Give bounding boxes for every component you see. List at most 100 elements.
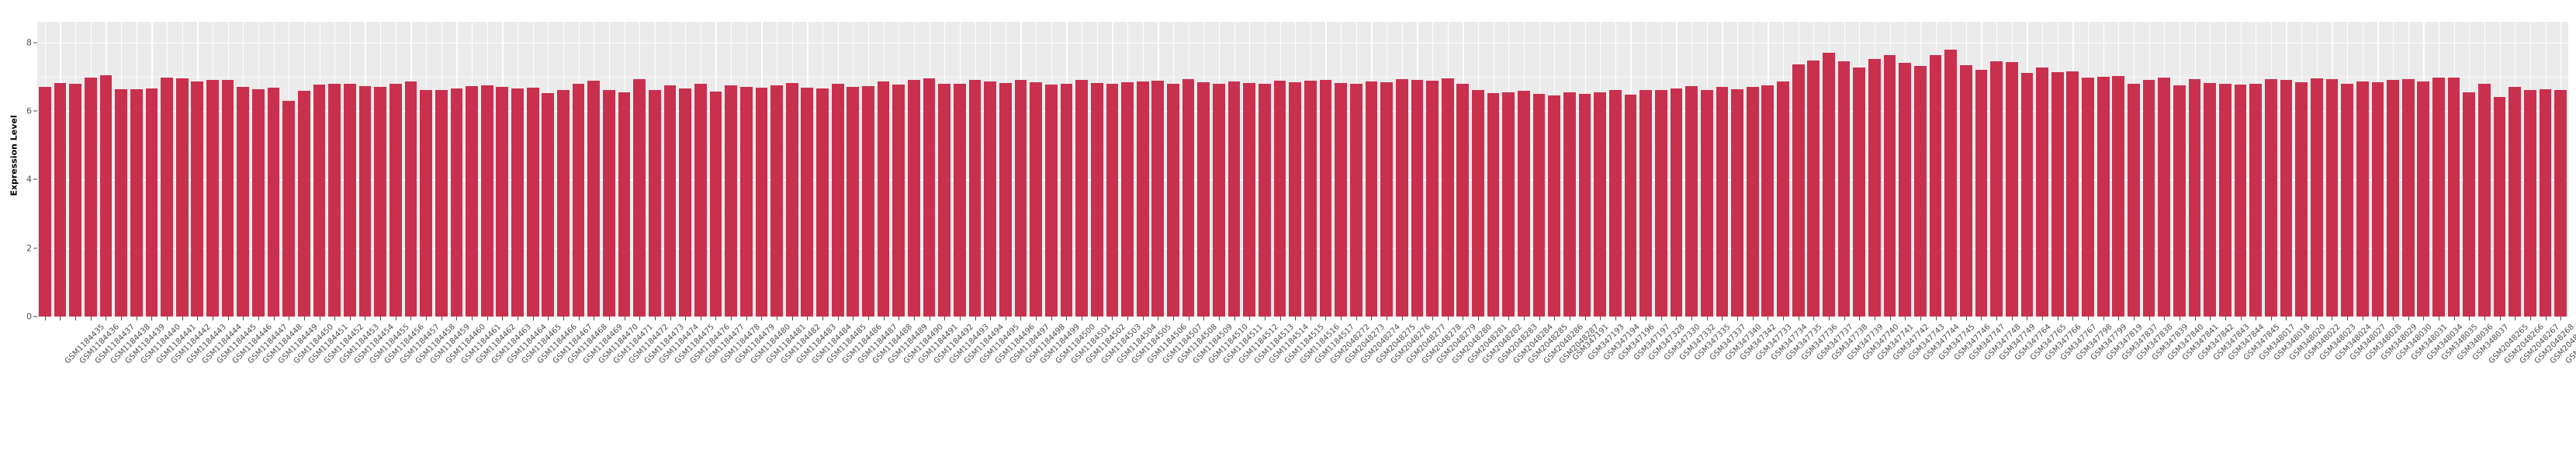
x-axis-tick-mark [2301,317,2303,320]
x-axis-tick-mark [197,317,199,320]
bar [984,81,997,317]
x-axis-tick-mark [639,317,641,320]
bar [343,84,356,317]
bar [2295,81,2308,317]
x-axis-tick-mark [532,317,534,320]
bar [1929,55,1942,317]
x-axis-tick-mark [2560,317,2562,320]
x-axis-tick-mark [2484,317,2485,320]
x-axis-tick-mark [1905,317,1906,320]
x-axis-tick-mark [2240,317,2242,320]
x-axis-tick-mark [151,317,153,320]
bar [709,91,722,317]
grid-line-major [37,248,2568,250]
x-axis-tick-mark [685,317,687,320]
bar [2142,80,2155,317]
x-axis-tick-mark [2164,317,2166,320]
bar [968,80,982,317]
bar [755,88,768,317]
bar [2005,62,2018,317]
bar [1639,89,1652,317]
x-axis-tick-mark [990,317,992,320]
bar [770,85,783,317]
bar [2082,77,2094,317]
bar [603,90,615,317]
x-axis-tick-mark [1844,317,1845,320]
x-axis-tick-mark [1981,317,1982,320]
grid-line-minor [37,76,2568,78]
x-axis-tick-mark [578,317,580,320]
bar [1959,64,1972,317]
x-axis-tick-mark [1249,317,1251,320]
x-axis-tick-mark [472,317,473,320]
x-axis-tick-mark [1630,317,1632,320]
x-axis-tick-mark [1234,317,1235,320]
x-axis-tick-mark [2377,317,2379,320]
bar [1060,84,1073,317]
x-axis-tick-mark [1920,317,1921,320]
bar [389,83,402,317]
bar [1823,52,1835,317]
grid-line-minor [37,145,2568,146]
bar [358,86,372,317]
bar [313,85,326,317]
y-axis-title: Expression Level [5,0,23,310]
x-axis-tick-mark [2103,317,2104,320]
bar [1380,82,1393,317]
bar [175,78,189,317]
bar [1014,80,1027,317]
bar [739,86,753,317]
bar [1502,92,1515,317]
x-axis-tick-mark [1600,317,1601,320]
x-axis-tick-mark [548,317,549,320]
bar [1944,50,1957,317]
bar [450,88,463,317]
bar [54,82,67,317]
x-axis-tick-mark [258,317,259,320]
bar [99,74,113,317]
bar [496,86,509,317]
x-axis-tick-mark [2072,317,2074,320]
x-axis-tick-mark [1813,317,1815,320]
y-axis-tick-mark [33,178,37,180]
x-axis-tick-mark [959,317,961,320]
bar [1136,81,1149,317]
bar [420,89,432,317]
x-axis-tick-mark [1523,317,1525,320]
x-axis-tick-mark [1508,317,1510,320]
x-axis-tick-mark [2423,317,2425,320]
x-axis-tick-mark [1203,317,1205,320]
x-axis-tick-mark [1737,317,1739,320]
bar [847,87,860,317]
x-axis-tick-mark [2210,317,2211,320]
bar [1395,79,1408,317]
x-axis-tick-mark [1691,317,1693,320]
bar [1044,85,1058,317]
x-axis-tick-mark [1020,317,1022,320]
x-axis-tick-mark [867,317,869,320]
x-axis-tick-mark [1706,317,1708,320]
bar [2432,78,2445,317]
bar [1411,80,1424,317]
x-axis-tick-mark [883,317,885,320]
bar [1075,80,1088,317]
grid-line-minor [37,213,2568,215]
bar [2096,76,2110,317]
x-axis-tick-mark [2042,317,2044,320]
bar [1259,83,1271,317]
bar [816,88,829,317]
x-axis-tick-mark [1539,317,1540,320]
bar [908,80,920,317]
bar [2066,71,2079,317]
x-axis-tick-mark [1752,317,1754,320]
bar [161,78,173,317]
x-axis-tick-mark [90,317,92,320]
grid-line-major [37,179,2568,181]
x-axis-tick-mark [426,317,428,320]
x-axis-tick-mark [746,317,747,320]
bar [1227,81,1241,317]
x-axis-tick-mark [1676,317,1678,320]
bar [1837,61,1851,317]
bar [252,88,265,317]
bar [2128,83,2140,317]
